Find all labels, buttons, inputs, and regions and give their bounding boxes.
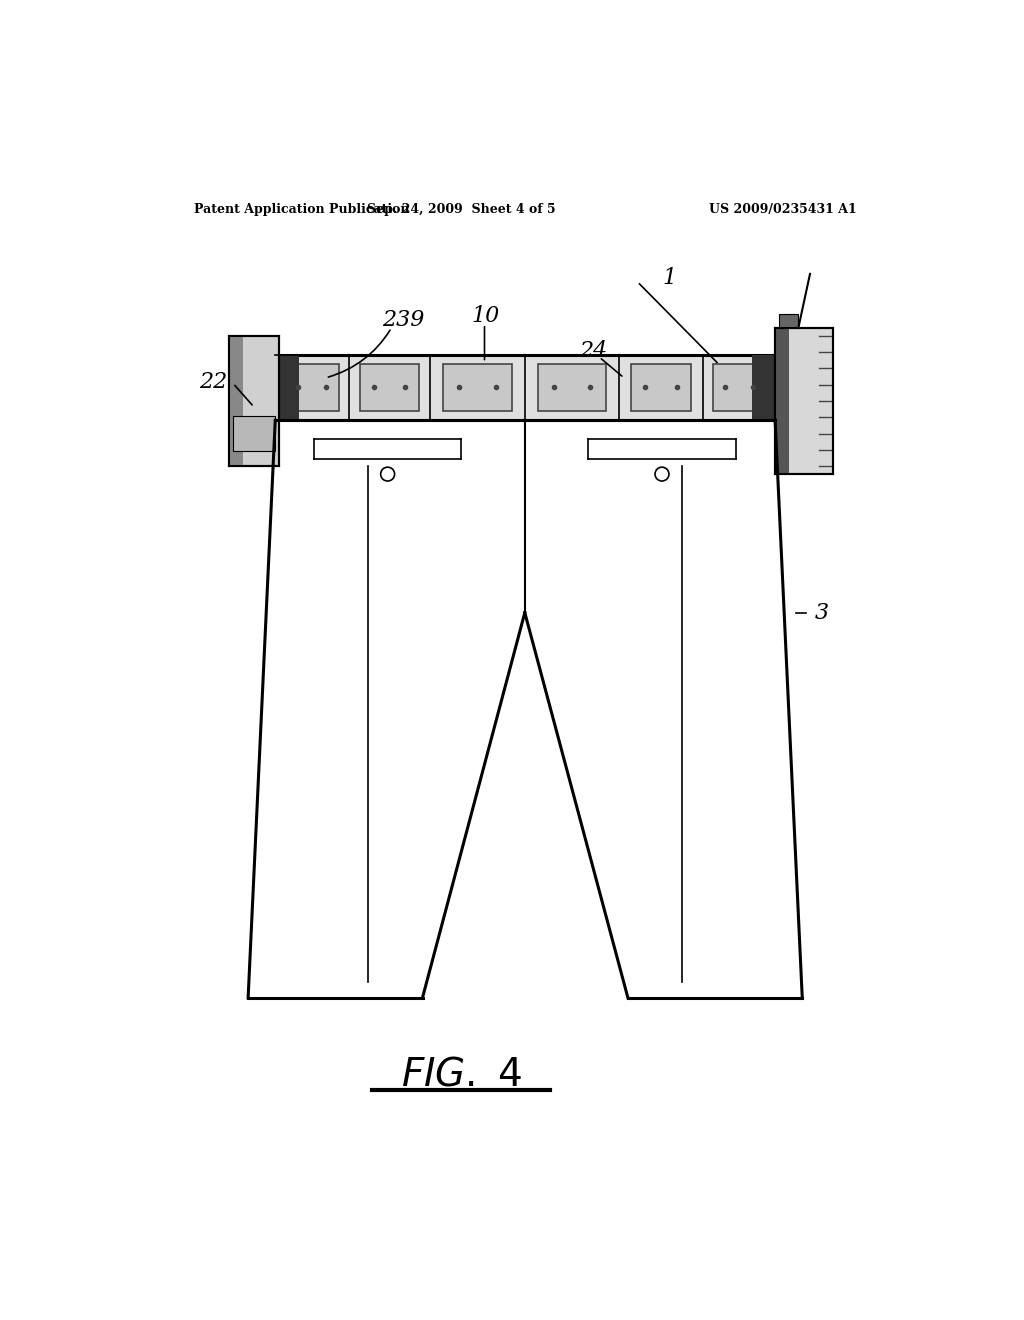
Bar — [232, 416, 275, 451]
Text: 3: 3 — [814, 602, 828, 624]
Bar — [779, 314, 799, 327]
Bar — [275, 355, 299, 420]
Bar — [538, 364, 606, 411]
Bar — [775, 327, 834, 474]
Text: Patent Application Publication: Patent Application Publication — [194, 203, 410, 216]
Text: 24: 24 — [579, 341, 607, 362]
Bar — [228, 335, 243, 466]
Text: 239: 239 — [382, 309, 424, 331]
Text: Sep. 24, 2009  Sheet 4 of 5: Sep. 24, 2009 Sheet 4 of 5 — [367, 203, 556, 216]
Bar — [286, 364, 339, 411]
Text: 22: 22 — [199, 371, 227, 393]
Bar — [752, 355, 775, 420]
Bar — [775, 327, 790, 474]
Bar — [275, 355, 775, 420]
Bar — [713, 364, 765, 411]
Text: 1: 1 — [663, 267, 677, 289]
Bar — [443, 364, 512, 411]
Text: US 2009/0235431 A1: US 2009/0235431 A1 — [709, 203, 856, 216]
Text: 10: 10 — [472, 305, 500, 327]
Bar — [631, 364, 691, 411]
Bar — [360, 364, 419, 411]
Text: $\it{FIG.\ 4}$: $\it{FIG.\ 4}$ — [400, 1056, 522, 1093]
Bar — [228, 335, 280, 466]
